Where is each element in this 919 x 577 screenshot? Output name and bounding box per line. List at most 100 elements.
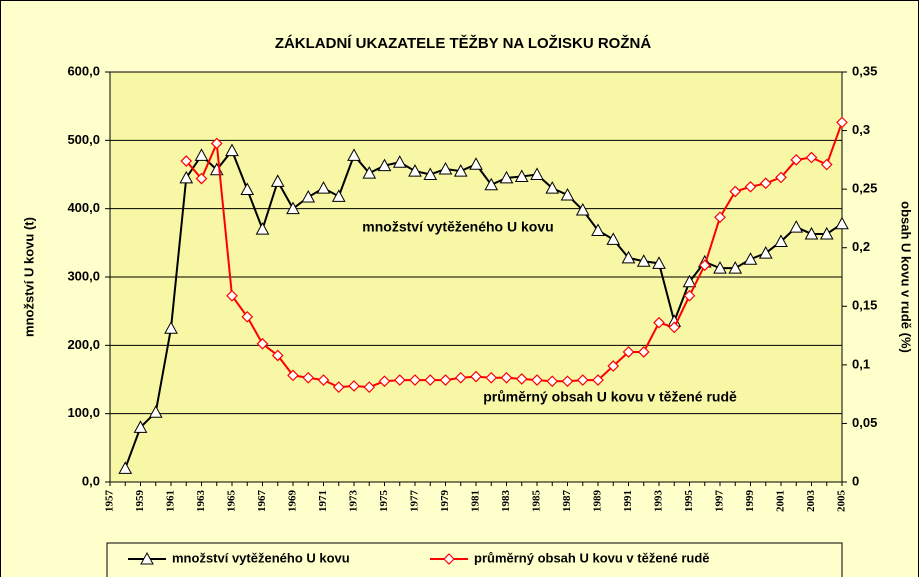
marker (653, 316, 665, 329)
y2-tick-label: 0,35 (852, 63, 877, 78)
marker (575, 202, 590, 216)
x-tick-label: 1997 (714, 490, 726, 513)
marker (759, 177, 772, 190)
marker (409, 374, 421, 386)
legend-label: průměrný obsah U kovu v těžené rudě (474, 550, 710, 565)
marker (164, 321, 178, 334)
x-tick-label: 1987 (561, 490, 573, 513)
x-tick-label: 1975 (378, 490, 390, 513)
marker (485, 371, 498, 384)
x-tick-label: 1983 (500, 490, 512, 513)
marker (469, 157, 483, 170)
marker (728, 261, 743, 274)
marker (560, 187, 575, 201)
marker (621, 250, 636, 264)
marker (140, 551, 154, 565)
marker (453, 164, 468, 177)
marker (729, 185, 742, 198)
y-tick-label: 200,0 (67, 337, 100, 352)
x-tick-label: 1977 (409, 490, 421, 513)
x-tick-label: 1991 (622, 490, 634, 512)
marker (545, 181, 560, 194)
marker (377, 158, 392, 172)
marker (576, 374, 589, 386)
marker (392, 155, 407, 168)
marker (530, 167, 544, 180)
marker (316, 181, 331, 194)
marker (698, 259, 711, 272)
x-tick-label: 1985 (531, 490, 543, 513)
x-tick-label: 1957 (104, 490, 116, 513)
y-axis-label: množství U kovu (t) (21, 217, 36, 337)
y2-axis-label: obsah U kovu v rudě (%) (899, 201, 914, 353)
marker (682, 274, 697, 288)
x-tick-label: 2001 (775, 490, 787, 512)
marker (591, 223, 605, 237)
marker (499, 170, 514, 184)
marker (820, 158, 833, 171)
marker (836, 116, 848, 129)
marker (393, 374, 406, 386)
marker (270, 174, 285, 187)
marker (514, 169, 529, 183)
x-tick-label: 1993 (653, 490, 665, 513)
x-tick-label: 1963 (195, 490, 207, 513)
marker (363, 381, 376, 393)
marker (470, 370, 482, 383)
marker (637, 346, 650, 358)
marker (348, 380, 360, 392)
y-tick-label: 0,0 (82, 473, 100, 488)
marker (133, 420, 148, 433)
marker (819, 226, 834, 240)
x-tick-label: 1969 (287, 490, 299, 513)
marker (789, 220, 804, 233)
marker (195, 172, 208, 185)
x-tick-label: 1959 (134, 490, 146, 513)
x-tick-label: 1995 (683, 490, 695, 513)
x-tick-label: 1999 (744, 490, 756, 513)
marker (226, 289, 238, 302)
x-tick-label: 1973 (348, 490, 360, 513)
marker (668, 321, 681, 334)
marker (622, 346, 635, 358)
x-tick-label: 2003 (805, 490, 817, 513)
y2-tick-label: 0,1 (852, 356, 870, 371)
marker (378, 375, 391, 388)
marker (443, 553, 455, 565)
marker (515, 373, 528, 385)
marker (118, 461, 133, 474)
y2-tick-label: 0,3 (852, 122, 870, 137)
marker (180, 155, 193, 167)
marker (438, 161, 453, 175)
marker (179, 170, 194, 184)
x-tick-label: 1971 (317, 490, 329, 512)
marker (332, 381, 345, 393)
marker (805, 151, 818, 164)
marker (713, 261, 727, 274)
y2-tick-label: 0 (852, 473, 859, 488)
marker (592, 374, 604, 386)
marker (317, 374, 330, 386)
x-tick-label: 1989 (592, 490, 604, 513)
y2-tick-label: 0,15 (852, 298, 877, 313)
annotation: množství vytěženého U kovu (362, 219, 553, 235)
marker (454, 371, 467, 384)
x-tick-label: 1979 (439, 490, 451, 513)
marker (561, 375, 574, 388)
x-tick-label: 1965 (226, 490, 238, 513)
marker (210, 137, 223, 150)
marker (424, 374, 437, 386)
marker (271, 349, 284, 362)
marker (148, 405, 163, 418)
marker (758, 246, 773, 259)
y-tick-label: 600,0 (67, 63, 100, 78)
marker (331, 189, 346, 202)
y2-tick-label: 0,05 (852, 415, 877, 430)
marker (255, 222, 270, 235)
marker (301, 190, 316, 203)
marker (362, 166, 377, 179)
marker (531, 374, 543, 386)
y-tick-label: 500,0 (67, 132, 100, 147)
marker (225, 143, 239, 157)
marker (744, 180, 757, 193)
